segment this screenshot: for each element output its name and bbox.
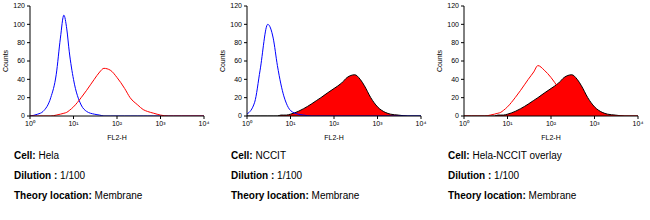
svg-text:10³: 10³ [589,120,600,127]
svg-text:10³: 10³ [155,120,166,127]
html-text:Cell: Hela-NCCIT overlay: Cell: Hela-NCCIT overlay [448,150,562,161]
svg-text:20: 20 [234,94,242,101]
svg-text:40: 40 [234,76,242,83]
svg-text:0: 0 [455,112,459,119]
svg-text:Counts: Counts [219,49,226,72]
svg-text:0: 0 [21,112,25,119]
svg-text:40: 40 [17,76,25,83]
html-text:Theory location: Membrane: Theory location: Membrane [231,190,360,201]
svg-text:10⁰: 10⁰ [242,120,253,127]
html-text:Dilution : 1/100: Dilution : 1/100 [231,170,303,181]
html-text:Dilution : 1/100: Dilution : 1/100 [14,170,86,181]
svg-text:80: 80 [234,39,242,46]
svg-text:10⁴: 10⁴ [199,120,210,127]
svg-text:Counts: Counts [436,49,443,72]
svg-text:10¹: 10¹ [502,120,513,127]
svg-text:10⁴: 10⁴ [416,120,427,127]
html-text:Dilution : 1/100: Dilution : 1/100 [448,170,520,181]
svg-text:0: 0 [238,112,242,119]
svg-text:60: 60 [234,57,242,64]
svg-text:100: 100 [13,21,25,28]
svg-text:120: 120 [230,2,242,9]
svg-text:40: 40 [451,76,459,83]
svg-text:80: 80 [17,39,25,46]
html-text:Theory location: Membrane: Theory location: Membrane [448,190,577,201]
svg-text:10²: 10² [112,120,123,127]
html-text:Cell: Hela: Cell: Hela [14,150,59,161]
svg-text:60: 60 [17,57,25,64]
svg-text:FL2-H: FL2-H [324,134,343,140]
svg-text:120: 120 [447,2,459,9]
svg-text:10²: 10² [546,120,557,127]
svg-text:FL2-H: FL2-H [541,134,560,140]
svg-text:100: 100 [447,21,459,28]
svg-text:60: 60 [451,57,459,64]
svg-text:FL2-H: FL2-H [107,134,126,140]
html-text:Cell: NCCIT: Cell: NCCIT [231,150,286,161]
svg-text:10³: 10³ [372,120,383,127]
svg-text:80: 80 [451,39,459,46]
svg-text:10²: 10² [329,120,340,127]
svg-text:10⁰: 10⁰ [459,120,470,127]
svg-text:Counts: Counts [8,49,9,72]
svg-text:10⁴: 10⁴ [633,120,642,127]
svg-text:20: 20 [17,94,25,101]
svg-text:100: 100 [230,21,242,28]
html-text:Theory location: Membrane: Theory location: Membrane [14,190,143,201]
svg-text:20: 20 [451,94,459,101]
svg-text:10¹: 10¹ [285,120,296,127]
svg-text:10¹: 10¹ [68,120,79,127]
svg-text:10⁰: 10⁰ [25,120,36,127]
svg-text:120: 120 [13,2,25,9]
